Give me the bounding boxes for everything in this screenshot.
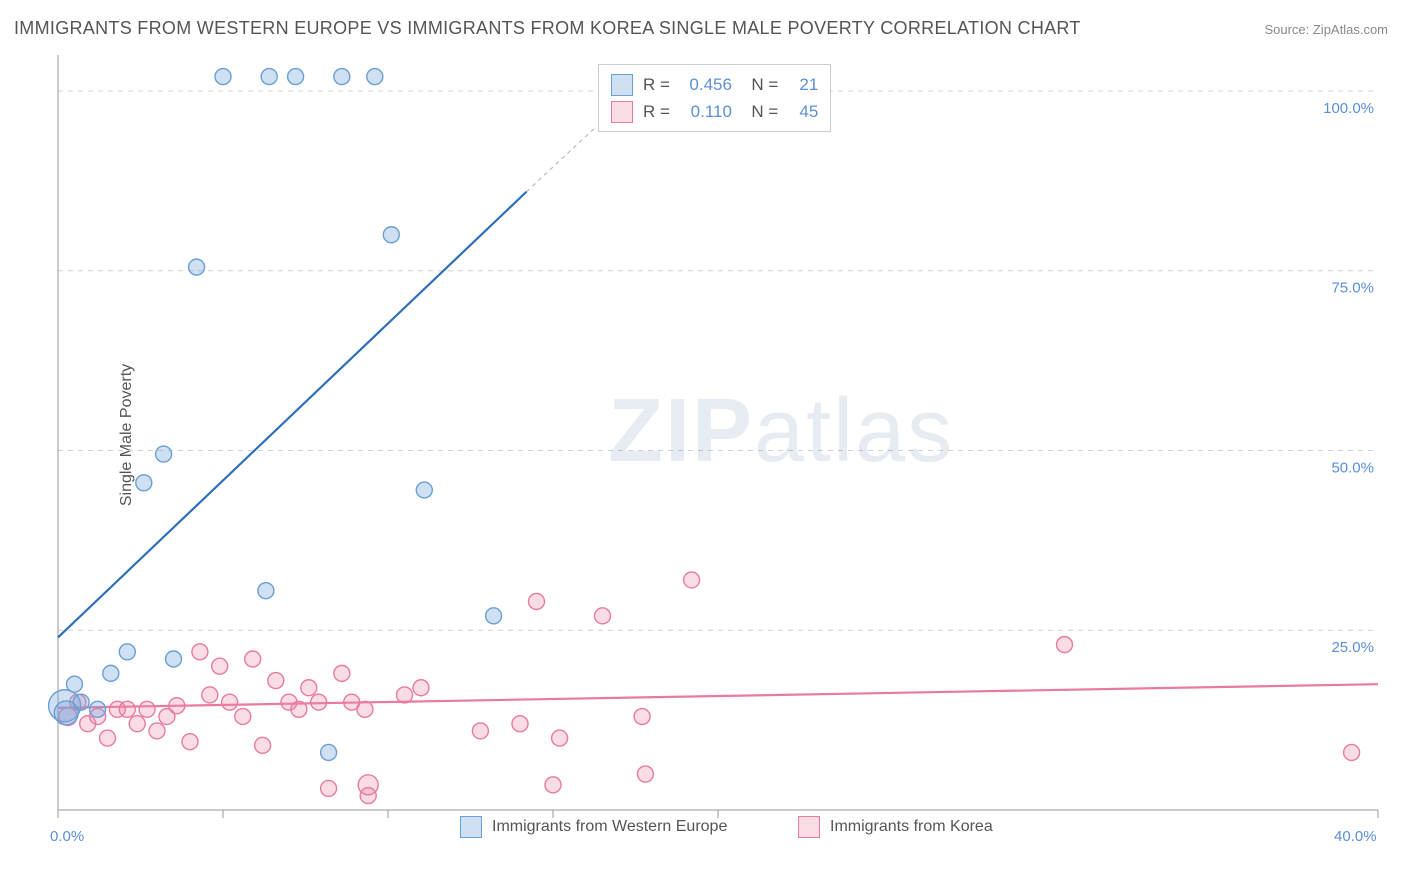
pink-point bbox=[129, 716, 145, 732]
pink-point bbox=[212, 658, 228, 674]
pink-point bbox=[235, 709, 251, 725]
pink-point bbox=[595, 608, 611, 624]
pink-point bbox=[1057, 637, 1073, 653]
pink-point bbox=[311, 694, 327, 710]
pink-point bbox=[357, 701, 373, 717]
pink-point bbox=[413, 680, 429, 696]
stats-row-pink: R = 0.110 N = 45 bbox=[611, 98, 818, 125]
blue-point bbox=[156, 446, 172, 462]
y-tick-label: 75.0% bbox=[1331, 280, 1374, 297]
blue-point bbox=[261, 69, 277, 85]
blue-point bbox=[166, 651, 182, 667]
plot-area: Single Male Poverty 25.0%50.0%75.0%100.0… bbox=[48, 50, 1388, 820]
blue-point bbox=[321, 744, 337, 760]
pink-point bbox=[255, 737, 271, 753]
stats-r-label: R = bbox=[643, 71, 670, 98]
stats-n-label: N = bbox=[742, 98, 778, 125]
stats-n-value: 45 bbox=[788, 98, 818, 125]
blue-point bbox=[383, 227, 399, 243]
stats-box: R = 0.456 N = 21 R = 0.110 N = 45 bbox=[598, 64, 831, 132]
source-attribution: Source: ZipAtlas.com bbox=[1264, 22, 1388, 37]
stats-r-value: 0.110 bbox=[680, 98, 732, 125]
blue-point bbox=[67, 676, 83, 692]
blue-swatch-icon bbox=[460, 816, 482, 838]
pink-swatch-icon bbox=[611, 101, 633, 123]
pink-point bbox=[222, 694, 238, 710]
blue-point bbox=[258, 583, 274, 599]
stats-r-label: R = bbox=[643, 98, 670, 125]
stats-n-value: 21 bbox=[788, 71, 818, 98]
stats-row-blue: R = 0.456 N = 21 bbox=[611, 71, 818, 98]
blue-point bbox=[90, 701, 106, 717]
pink-point bbox=[268, 673, 284, 689]
blue-point bbox=[189, 259, 205, 275]
pink-point bbox=[321, 780, 337, 796]
y-tick-label: 25.0% bbox=[1331, 639, 1374, 656]
stats-n-label: N = bbox=[742, 71, 778, 98]
pink-point bbox=[301, 680, 317, 696]
pink-swatch-icon bbox=[798, 816, 820, 838]
pink-point bbox=[397, 687, 413, 703]
pink-point bbox=[529, 593, 545, 609]
pink-point bbox=[545, 777, 561, 793]
chart-title: IMMIGRANTS FROM WESTERN EUROPE VS IMMIGR… bbox=[14, 18, 1081, 39]
blue-point bbox=[119, 644, 135, 660]
pink-point bbox=[552, 730, 568, 746]
chart-svg: 25.0% 50.0% 75.0% 100.0% bbox=[48, 50, 1388, 820]
pink-point bbox=[512, 716, 528, 732]
y-tick-label: 50.0% bbox=[1331, 459, 1374, 476]
pink-point bbox=[358, 775, 378, 795]
blue-point bbox=[103, 665, 119, 681]
pink-point bbox=[291, 701, 307, 717]
pink-point bbox=[182, 734, 198, 750]
pink-point bbox=[1344, 744, 1360, 760]
legend-blue: Immigrants from Western Europe bbox=[460, 816, 727, 838]
blue-point bbox=[73, 694, 89, 710]
pink-point bbox=[169, 698, 185, 714]
legend-label: Immigrants from Western Europe bbox=[492, 818, 727, 836]
pink-point bbox=[634, 709, 650, 725]
pink-point bbox=[472, 723, 488, 739]
x-tick-label: 0.0% bbox=[50, 828, 84, 845]
blue-swatch-icon bbox=[611, 74, 633, 96]
x-tick-label: 40.0% bbox=[1334, 828, 1377, 845]
pink-point bbox=[202, 687, 218, 703]
pink-point bbox=[100, 730, 116, 746]
blue-point bbox=[367, 69, 383, 85]
pink-point bbox=[334, 665, 350, 681]
stats-r-value: 0.456 bbox=[680, 71, 732, 98]
pink-point bbox=[149, 723, 165, 739]
legend-label: Immigrants from Korea bbox=[830, 818, 993, 836]
blue-point bbox=[486, 608, 502, 624]
pink-point bbox=[245, 651, 261, 667]
blue-point bbox=[334, 69, 350, 85]
pink-point bbox=[637, 766, 653, 782]
y-tick-label: 100.0% bbox=[1323, 100, 1374, 117]
blue-point bbox=[288, 69, 304, 85]
pink-point bbox=[192, 644, 208, 660]
pink-point bbox=[139, 701, 155, 717]
blue-point bbox=[416, 482, 432, 498]
pink-point bbox=[119, 701, 135, 717]
blue-point bbox=[136, 475, 152, 491]
pink-point bbox=[684, 572, 700, 588]
legend-pink: Immigrants from Korea bbox=[798, 816, 993, 838]
blue-point bbox=[215, 69, 231, 85]
